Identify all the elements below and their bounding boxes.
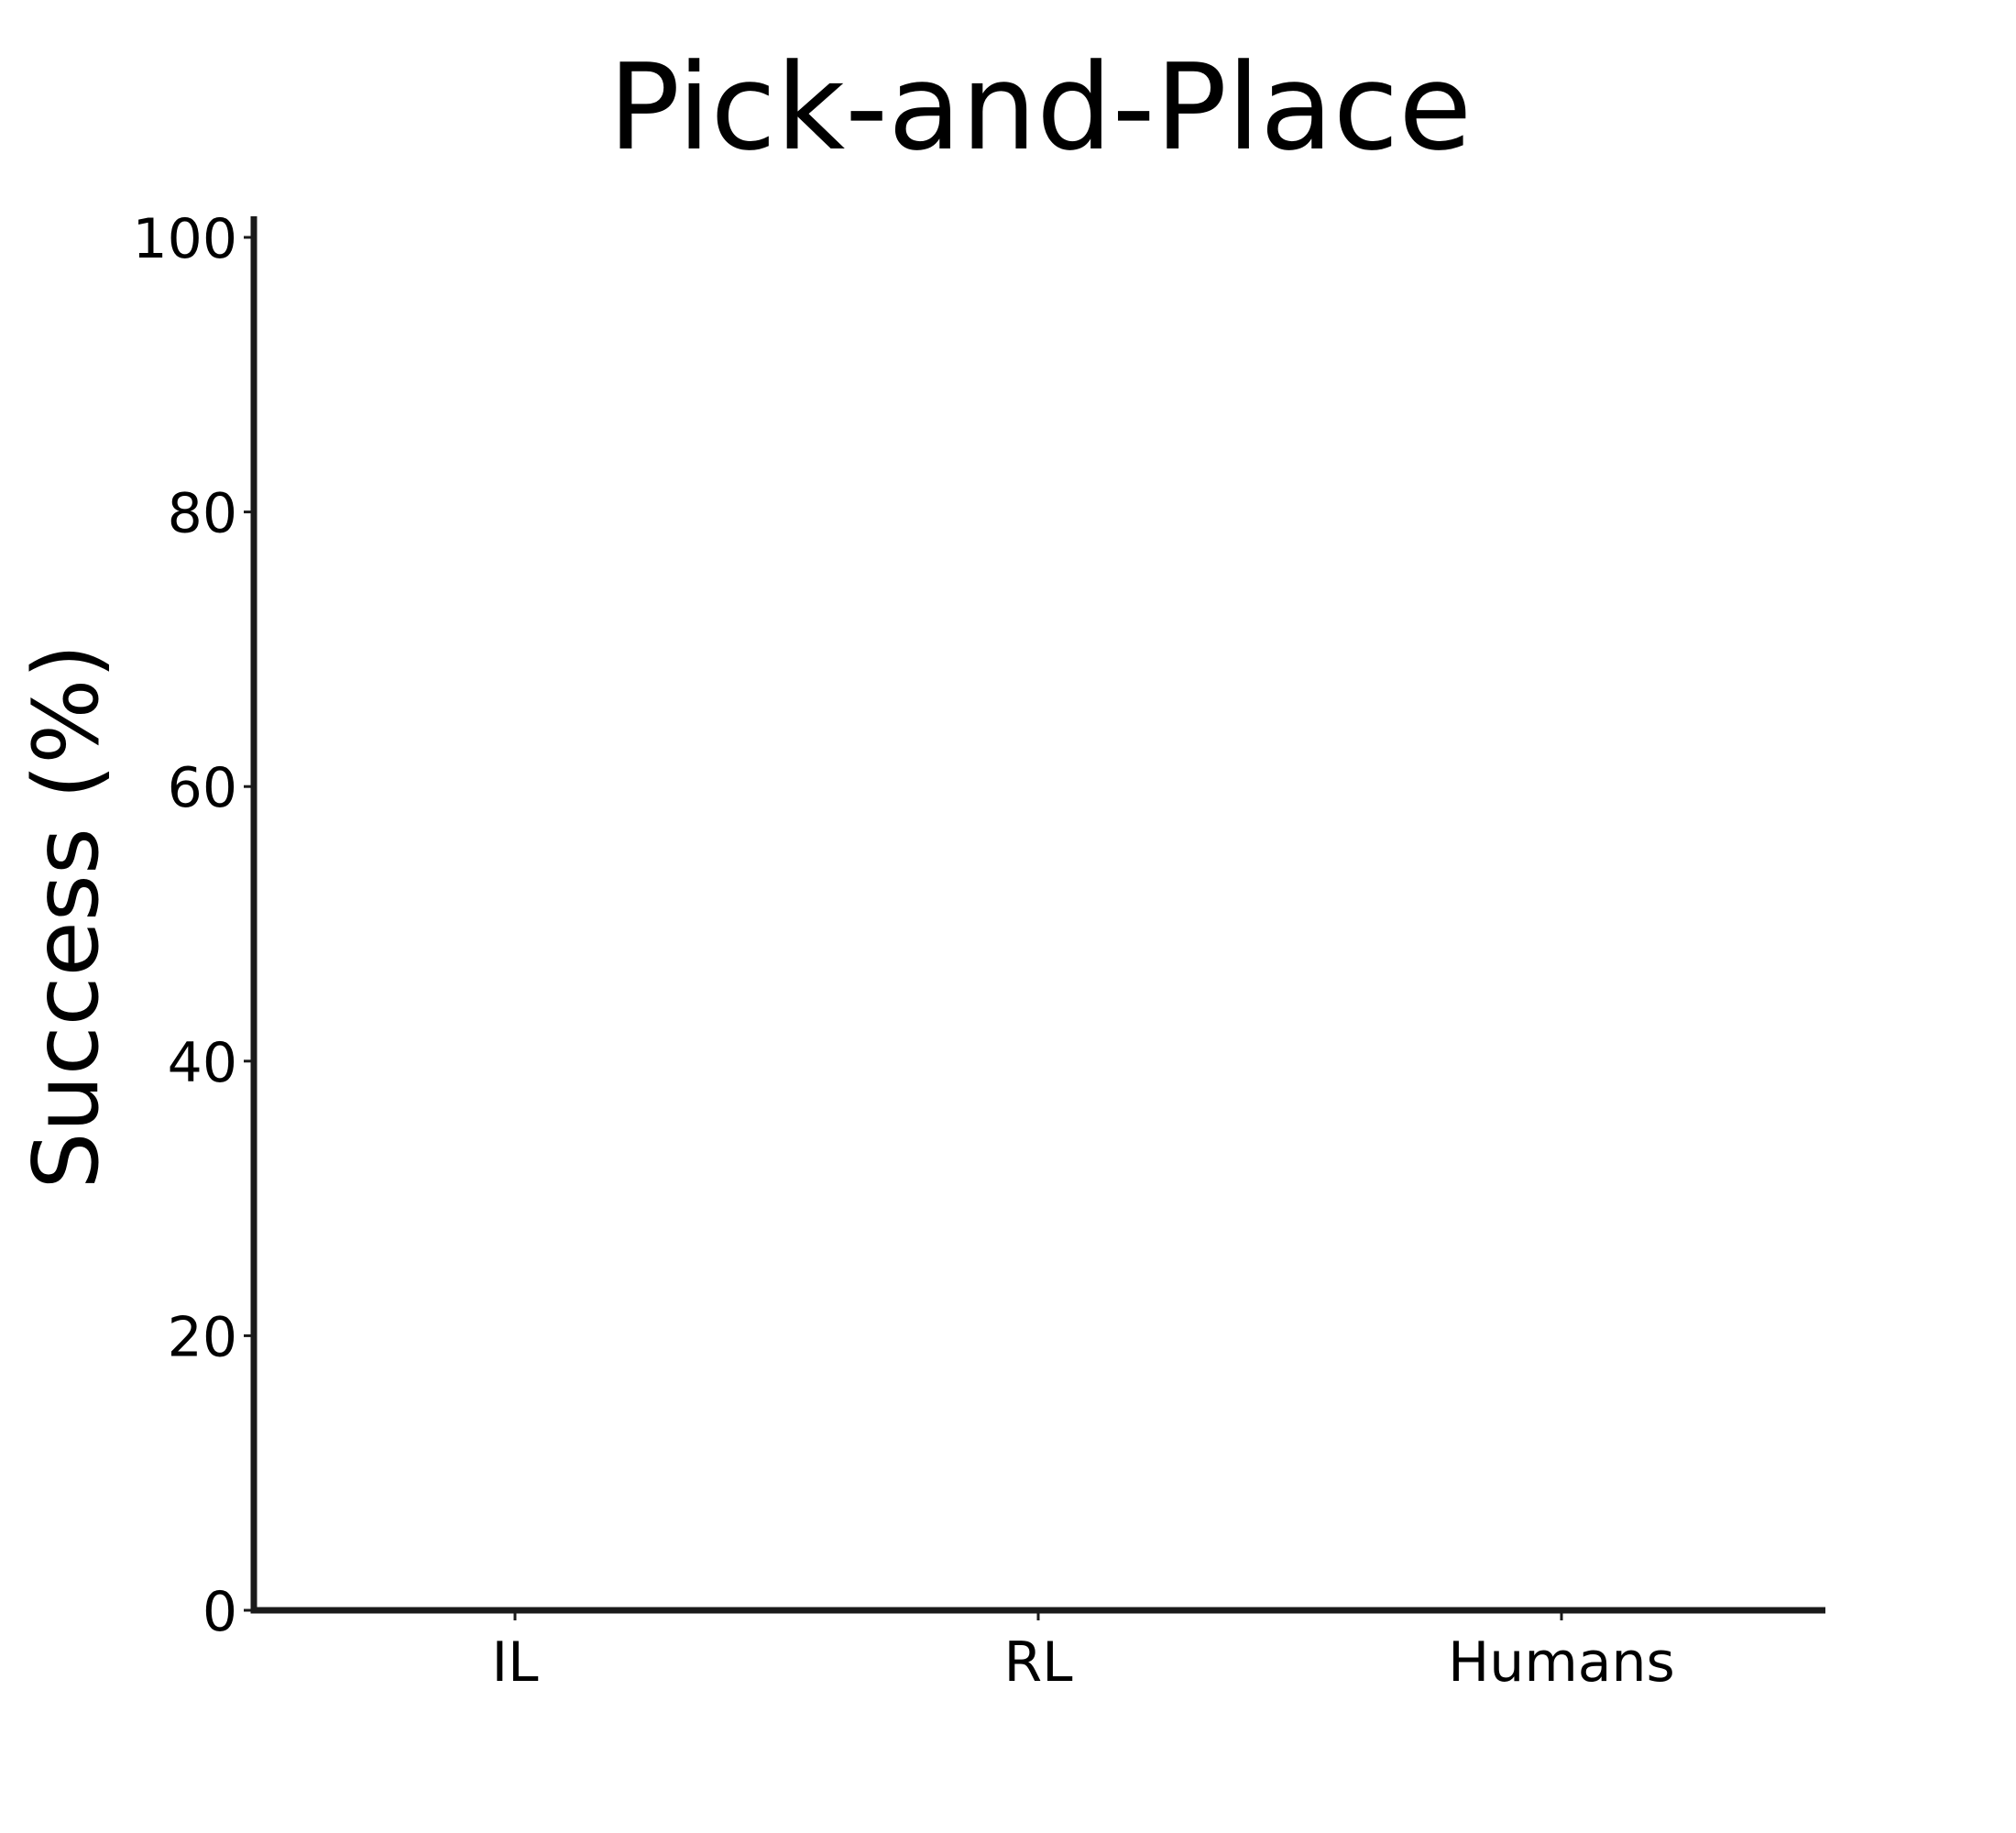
chart-title: Pick-and-Place: [608, 38, 1472, 177]
x-tick-label: Humans: [1448, 1630, 1675, 1695]
y-axis-ticks: 0 20 40 60 80 100: [132, 207, 254, 1644]
y-tick-label: 60: [168, 756, 237, 820]
x-tick-label: RL: [1003, 1630, 1073, 1695]
y-tick-label: 20: [168, 1305, 237, 1369]
y-tick-label: 100: [132, 207, 237, 271]
x-tick-label: IL: [491, 1630, 539, 1695]
y-tick-label: 40: [168, 1031, 237, 1095]
y-tick-label: 0: [203, 1580, 237, 1644]
y-axis-label: Success (%): [15, 643, 119, 1189]
y-tick-label: 80: [168, 482, 237, 546]
x-axis-ticks: IL RL Humans: [491, 1610, 1675, 1695]
